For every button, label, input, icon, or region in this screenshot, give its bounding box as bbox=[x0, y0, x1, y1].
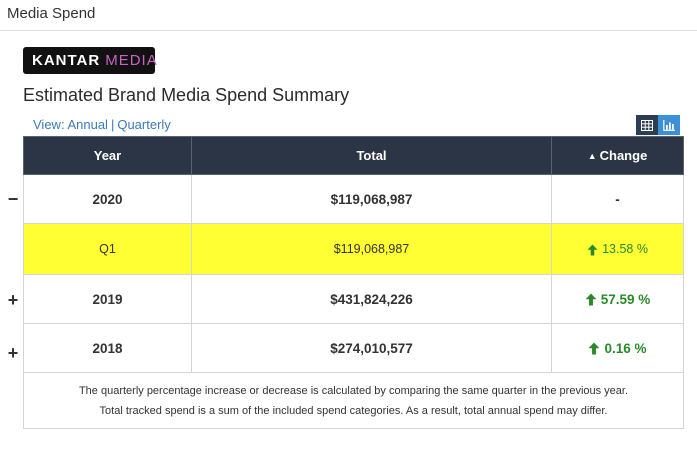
cell-change: - bbox=[551, 174, 684, 224]
section-title: Media Spend bbox=[7, 5, 96, 22]
expand-2019-button[interactable]: + bbox=[7, 289, 19, 310]
change-value: 13.58 % bbox=[602, 242, 648, 256]
media-spend-table: Year Total ▲ Change 2020 $119,068,987 - Q… bbox=[23, 136, 684, 429]
notes-row: The quarterly percentage increase or dec… bbox=[23, 372, 684, 429]
header-change[interactable]: ▲ Change bbox=[551, 136, 684, 175]
notes-cell: The quarterly percentage increase or dec… bbox=[23, 372, 684, 429]
table-row: 2018 $274,010,577 0.16 % bbox=[23, 323, 684, 373]
cell-total: $119,068,987 bbox=[191, 174, 552, 224]
table-row-quarter: Q1 $119,068,987 13.58 % bbox=[23, 223, 684, 275]
cell-year: 2020 bbox=[23, 174, 192, 224]
change-value: 0.16 % bbox=[604, 340, 647, 356]
arrow-up-icon bbox=[589, 342, 600, 355]
cell-year: 2018 bbox=[23, 323, 192, 373]
chart-view-button[interactable] bbox=[658, 115, 680, 135]
arrow-up-icon bbox=[585, 293, 597, 306]
arrow-up-icon bbox=[587, 244, 598, 256]
note-total-spend: Total tracked spend is a sum of the incl… bbox=[99, 404, 608, 417]
cell-change: 57.59 % bbox=[551, 274, 684, 324]
view-annual-link[interactable]: Annual bbox=[67, 117, 108, 132]
logo-text-kantar: KANTAR bbox=[32, 52, 101, 69]
table-header-row: Year Total ▲ Change bbox=[23, 136, 684, 175]
bar-chart-icon bbox=[663, 119, 675, 131]
view-toggle: View: Annual | Quarterly bbox=[33, 117, 171, 132]
view-quarterly-link[interactable]: Quarterly bbox=[117, 117, 171, 132]
view-prefix: View: bbox=[33, 117, 65, 132]
table-row: 2020 $119,068,987 - bbox=[23, 174, 684, 224]
header-change-label: Change bbox=[599, 148, 648, 163]
cell-change: 13.58 % bbox=[551, 223, 684, 275]
note-quarterly: The quarterly percentage increase or dec… bbox=[78, 384, 629, 397]
cell-total: $119,068,987 bbox=[191, 223, 552, 275]
view-mode-buttons bbox=[636, 115, 680, 135]
section-header: Media Spend bbox=[0, 0, 697, 31]
expand-2018-button[interactable]: + bbox=[7, 342, 19, 363]
change-value: 57.59 % bbox=[600, 291, 651, 307]
table-view-button[interactable] bbox=[636, 115, 658, 135]
cell-change: 0.16 % bbox=[551, 323, 684, 373]
view-separator: | bbox=[110, 117, 115, 132]
summary-title: Estimated Brand Media Spend Summary bbox=[23, 85, 350, 105]
sort-up-icon: ▲ bbox=[587, 151, 597, 161]
cell-quarter: Q1 bbox=[23, 223, 192, 275]
kantar-media-logo: KANTAR MEDIA bbox=[23, 47, 158, 74]
cell-total: $274,010,577 bbox=[191, 323, 552, 373]
cell-total: $431,824,226 bbox=[191, 274, 552, 324]
collapse-2020-button[interactable]: − bbox=[7, 188, 19, 209]
logo-text-media: MEDIA bbox=[105, 52, 158, 69]
header-total[interactable]: Total bbox=[191, 136, 552, 175]
header-year[interactable]: Year bbox=[23, 136, 192, 175]
cell-year: 2019 bbox=[23, 274, 192, 324]
table-icon bbox=[641, 119, 653, 131]
table-row: 2019 $431,824,226 57.59 % bbox=[23, 274, 684, 324]
